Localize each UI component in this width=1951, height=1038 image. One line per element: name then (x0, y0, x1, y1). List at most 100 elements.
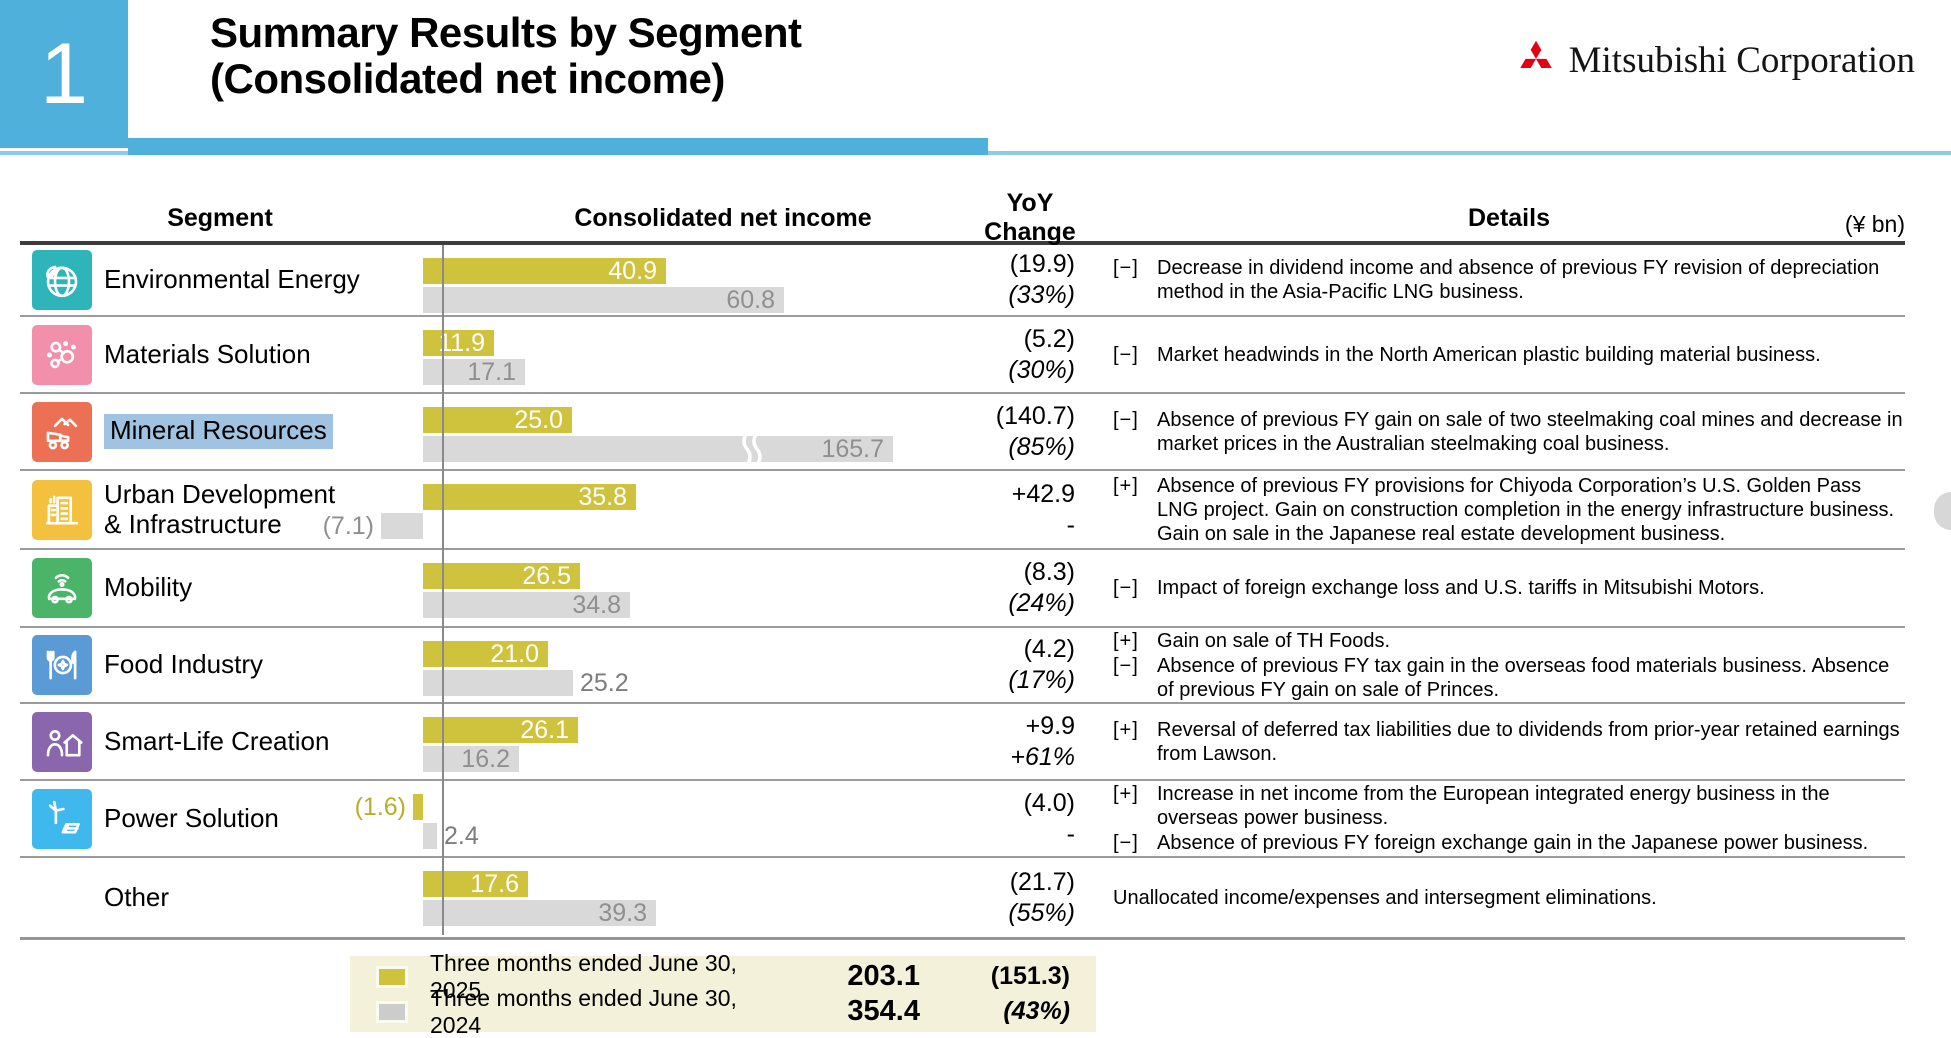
bar-group: 11.9 17.1 (423, 317, 1083, 392)
segment-label: Power Solution (104, 802, 279, 833)
table-row-other: Other 17.6 39.3 (21.7) (55%) Unallocated… (20, 858, 1905, 940)
food-plate-icon (32, 635, 92, 695)
table-row-urban-development: Urban Development & Infrastructure 35.8 … (20, 471, 1905, 550)
wind-solar-icon (32, 788, 92, 849)
details-cell: [−] Impact of foreign exchange loss and U… (1113, 577, 1765, 599)
details-cell: [+] Reversal of deferred tax liabilities … (1113, 718, 1900, 765)
bar-2024: 2.4 (423, 823, 479, 849)
bar-group: 26.5 34.8 (423, 550, 1083, 626)
bar-2025: 26.5 (423, 563, 580, 589)
bar-group: 40.9 60.8 (423, 245, 1083, 315)
legend-swatch-2025 (376, 965, 408, 988)
segment-label: Food Industry (104, 649, 263, 680)
column-header-details: Details (1468, 204, 1550, 232)
segment-label: Smart-Life Creation (104, 725, 330, 756)
column-header-yoy: YoY Change (984, 189, 1076, 246)
mining-truck-icon (32, 401, 92, 462)
bar-2024: 60.8 (423, 287, 784, 313)
legend-swatch-2024 (376, 1000, 408, 1023)
bar-2024: 17.1 (423, 359, 525, 385)
legend: Three months ended June 30, 2025 203.1 (… (350, 950, 1096, 1038)
mitsubishi-three-diamond-icon (1513, 38, 1559, 83)
segment-label: Mobility (104, 572, 193, 603)
yoy-change: (4.0) - (1023, 788, 1075, 848)
bar-group: 35.8 (7.1) (323, 471, 1083, 548)
plus-marker: [+] (1113, 783, 1139, 805)
segment-results-table: Segment Consolidated net income YoY Chan… (20, 189, 1905, 940)
total-change-pct: (43%) (1003, 997, 1070, 1025)
segment-label: Other (104, 881, 170, 912)
slide-title-line2: (Consolidated net income) (210, 55, 725, 103)
minus-marker: [−] (1113, 257, 1139, 279)
yoy-change: (140.7) (85%) (995, 401, 1075, 461)
bar-2024: 39.3 (423, 900, 656, 926)
table-row-mobility: Mobility 26.5 34.8 (8.3) (24%) [−] Impact… (20, 550, 1905, 628)
total-change: (151.3) (990, 962, 1070, 990)
total-2025: 203.1 (847, 960, 920, 992)
minus-marker: [−] (1113, 654, 1139, 677)
molecule-icon (32, 324, 92, 385)
table-row-mineral-resources: Mineral Resources 25.0 165.7 (140.7) (85… (20, 394, 1905, 471)
details-cell: [+] Increase in net income from the Europ… (1113, 783, 1869, 854)
minus-marker: [−] (1113, 343, 1139, 366)
buildings-icon (32, 479, 92, 540)
segment-label: Urban Development & Infrastructure (104, 478, 336, 539)
legend-row-2024: Three months ended June 30, 2024 354.4 (… (350, 985, 1096, 1038)
details-cell: [−] Absence of previous FY gain on sale o… (1113, 408, 1903, 455)
header-rule (20, 241, 1905, 245)
person-house-icon (32, 711, 92, 772)
yoy-change: (8.3) (24%) (1008, 558, 1075, 617)
minus-marker: [−] (1113, 408, 1139, 431)
table-header-row: Segment Consolidated net income YoY Chan… (20, 189, 1905, 246)
bar-2024-truncated: 165.7 (423, 431, 893, 467)
table-row-smart-life-creation: Smart-Life Creation 26.1 16.2 +9.9 +61% … (20, 704, 1905, 781)
plus-marker: [+] (1113, 629, 1139, 652)
yoy-change: (4.2) (17%) (1008, 635, 1075, 694)
title-underline-bar (128, 138, 988, 155)
yoy-change: +42.9 - (1011, 479, 1075, 539)
bar-2024-negative: (7.1) (323, 513, 423, 539)
yoy-change: +9.9 +61% (1010, 711, 1075, 771)
segment-label: Materials Solution (104, 338, 311, 369)
bar-2025: 40.9 (423, 258, 666, 284)
plus-marker: [+] (1113, 474, 1139, 497)
edge-tab (1934, 492, 1951, 530)
minus-marker: [−] (1113, 577, 1139, 599)
bar-2024: 34.8 (423, 592, 630, 618)
connected-car-icon (32, 558, 92, 618)
table-row-materials-solution: Materials Solution 11.9 17.1 (5.2) (30%)… (20, 317, 1905, 394)
segment-label: Environmental Energy (104, 264, 360, 295)
company-name: Mitsubishi Corporation (1568, 40, 1915, 81)
page-number: 1 (0, 0, 128, 148)
bar-2024: 16.2 (423, 746, 519, 772)
details-cell: [−] Decrease in dividend income and absen… (1113, 257, 1880, 303)
bar-group: 25.0 165.7 (423, 394, 1083, 469)
bar-group: (1.6) 2.4 (355, 781, 1083, 856)
table-row-power-solution: Power Solution (1.6) 2.4 (4.0) - [+] Incr… (20, 781, 1905, 858)
minus-marker: [−] (1113, 832, 1139, 854)
slide-title: Summary Results by Segment (Consolidated… (210, 9, 802, 103)
total-2024: 354.4 (847, 995, 920, 1027)
column-header-segment: Segment (167, 204, 273, 232)
chart-axis-line (442, 245, 444, 935)
yoy-change: (5.2) (30%) (1008, 324, 1075, 384)
company-logo: Mitsubishi Corporation (1513, 38, 1915, 83)
table-row-food-industry: Food Industry 21.0 25.2 (4.2) (17%) [+] G… (20, 628, 1905, 704)
column-header-income: Consolidated net income (574, 204, 872, 232)
slide-title-line1: Summary Results by Segment (210, 9, 802, 56)
table-row-environmental-energy: Environmental Energy 40.9 60.8 (19.9) (3… (20, 245, 1905, 317)
bar-2025-negative: (1.6) (355, 794, 423, 820)
bar-2025: 17.6 (423, 871, 528, 897)
bar-2025: 25.0 (423, 407, 572, 433)
plus-marker: [+] (1113, 718, 1139, 741)
bar-2025: 11.9 (423, 330, 494, 356)
axis-break-icon (738, 431, 766, 470)
bar-2025: 35.8 (423, 484, 636, 510)
bar-group: 17.6 39.3 (423, 858, 1083, 937)
details-cell: [−] Market headwinds in the North America… (1113, 343, 1821, 366)
bar-2024: 25.2 (423, 670, 629, 696)
legend-row-2025: Three months ended June 30, 2025 203.1 (… (350, 950, 1096, 1003)
unit-label: (¥ bn) (1844, 211, 1905, 237)
bar-2025: 26.1 (423, 717, 578, 743)
